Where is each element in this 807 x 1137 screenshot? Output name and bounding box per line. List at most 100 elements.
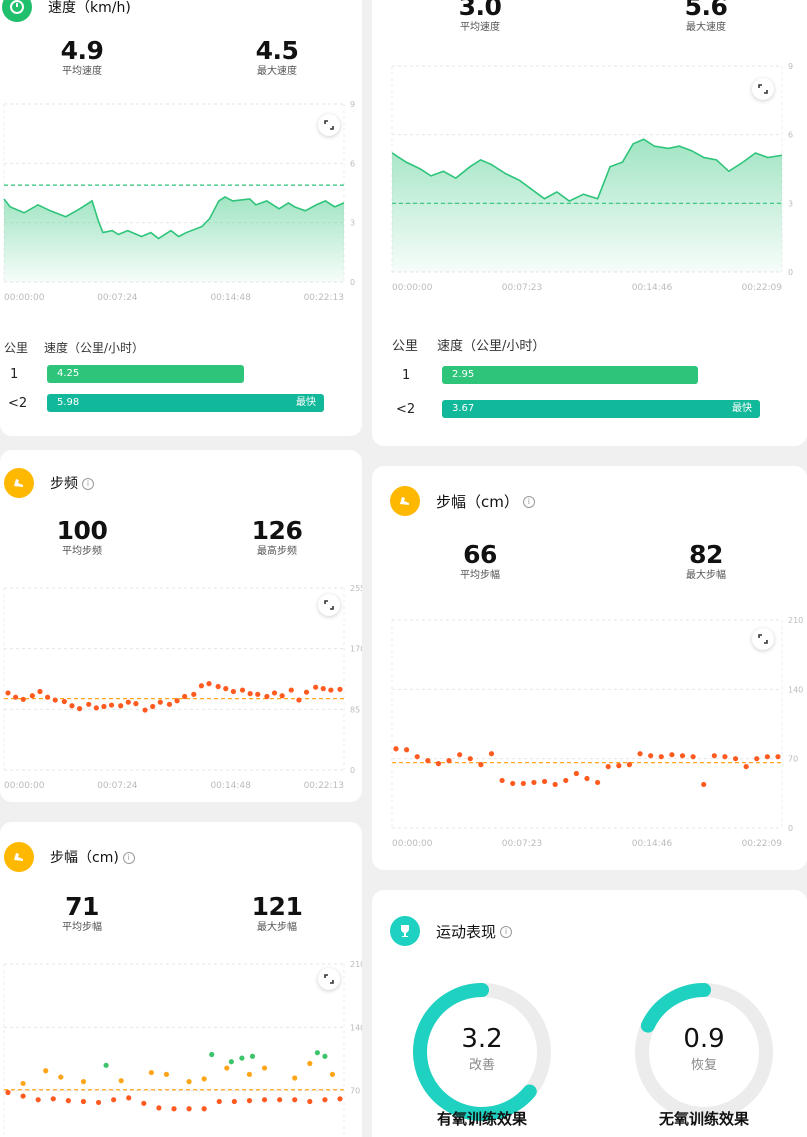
data-point <box>228 1059 234 1065</box>
data-point <box>337 686 343 692</box>
x-tick-label: 00:22:13 <box>304 293 344 303</box>
left-speed-avg-value: 4.9 <box>60 36 104 65</box>
data-point <box>156 1105 162 1111</box>
anaerobic-value: 0.9 <box>683 1024 725 1054</box>
data-point <box>292 1075 298 1081</box>
right-stride-expand-button[interactable] <box>752 628 774 650</box>
data-point <box>279 693 285 699</box>
right-stride-title-text: 步幅（cm） <box>436 492 519 511</box>
data-point <box>201 1076 207 1082</box>
shoe-icon <box>4 842 34 872</box>
data-point <box>142 707 148 713</box>
left-speed-avg: 4.9 平均速度 <box>32 36 132 78</box>
data-point <box>329 1071 336 1077</box>
data-point <box>163 1071 170 1077</box>
x-tick-label: 00:07:23 <box>502 283 542 293</box>
data-point <box>20 1093 26 1099</box>
data-point <box>264 693 270 700</box>
y-tick-label: 0 <box>350 766 355 775</box>
data-point <box>261 1097 268 1103</box>
data-point <box>313 684 319 690</box>
data-point <box>20 696 26 702</box>
right-speed-row-1-bar: 2.95 <box>442 366 698 384</box>
data-point <box>246 1098 253 1104</box>
left-speed-max-value: 4.5 <box>255 36 299 65</box>
expand-icon <box>324 120 334 130</box>
info-icon[interactable]: i <box>522 496 535 508</box>
data-point <box>552 781 558 788</box>
data-point <box>223 686 229 692</box>
data-point <box>510 780 516 787</box>
right-speed-max-label: 最大速度 <box>686 22 726 33</box>
data-point <box>690 754 696 760</box>
data-point <box>404 747 410 753</box>
data-point <box>701 781 707 788</box>
data-point <box>118 1078 124 1084</box>
data-point <box>13 694 19 700</box>
x-tick-label: 00:00:00 <box>392 283 433 293</box>
data-point <box>50 1096 56 1102</box>
info-icon[interactable]: i <box>500 926 513 938</box>
data-point <box>230 688 236 695</box>
left-speed-title: 速度（km/h) <box>48 0 131 16</box>
x-tick-label: 00:07:23 <box>502 839 542 849</box>
data-point <box>224 1065 230 1071</box>
data-point <box>86 701 92 707</box>
data-point <box>722 754 728 760</box>
left-stride-expand-button[interactable] <box>318 968 340 990</box>
y-tick-label: 210 <box>350 960 362 969</box>
anaerobic-ring-text: 0.9 恢复 <box>683 1024 724 1073</box>
data-point <box>209 1051 215 1058</box>
left-cadence-title: 步频 i <box>50 473 94 493</box>
data-point <box>108 702 115 708</box>
right-speed-expand-button[interactable] <box>752 78 774 100</box>
y-tick-label: 170 <box>350 645 362 654</box>
left-cadence-avg-label: 平均步频 <box>62 546 102 557</box>
expand-icon <box>758 634 768 644</box>
aerobic-label: 有氧训练效果 <box>436 1110 527 1128</box>
left-stride-chart: 210 140 70 <box>3 960 362 1137</box>
data-point <box>307 1060 313 1067</box>
data-point <box>616 763 622 769</box>
data-point <box>626 762 633 768</box>
left-cadence-max-value: 126 <box>251 516 303 545</box>
data-point <box>531 779 537 786</box>
right-speed-chart: 9 6 3 0 00:00:00 00:07:23 00:14:46 00:22:09 <box>391 62 793 293</box>
left-speed-col-km: 公里 <box>4 341 29 355</box>
x-tick-label: 00:07:24 <box>97 293 138 303</box>
data-point <box>322 1053 328 1059</box>
left-cadence-title-text: 步频 <box>50 476 78 492</box>
trophy-icon <box>390 916 420 946</box>
left-speed-row-1-value: 4.25 <box>57 368 80 379</box>
data-point <box>743 763 749 770</box>
expand-icon <box>758 84 768 94</box>
left-cadence-expand-button[interactable] <box>318 594 340 616</box>
right-stride-avg: 66 平均步幅 <box>430 540 530 582</box>
left-speed-row-2-bar: 5.98 最快 <box>47 394 324 412</box>
left-speed-avg-label: 平均速度 <box>62 66 102 77</box>
info-icon[interactable]: i <box>122 852 135 864</box>
x-tick-label: 00:00:00 <box>392 839 433 849</box>
data-point <box>157 699 163 705</box>
info-icon[interactable]: i <box>82 478 94 490</box>
y-tick-label: 6 <box>350 159 355 168</box>
shoe-icon <box>4 468 34 498</box>
aerobic-ring-text: 3.2 改善 <box>461 1024 502 1073</box>
data-point <box>103 1062 109 1068</box>
data-point <box>314 1050 320 1056</box>
data-point <box>277 1097 283 1103</box>
speed-line <box>3 196 345 240</box>
left-speed-expand-button[interactable] <box>318 114 340 136</box>
right-speed-max: 5.6 最大速度 <box>656 0 756 34</box>
data-point <box>29 693 35 699</box>
data-point <box>20 1080 26 1087</box>
data-point <box>499 777 505 784</box>
left-stride-avg-label: 平均步幅 <box>62 922 102 933</box>
left-stride-title-text: 步幅（cm) <box>50 850 119 866</box>
data-point <box>261 1065 268 1071</box>
data-point <box>5 1089 11 1096</box>
data-point <box>467 756 473 762</box>
x-tick-label: 00:22:09 <box>742 283 783 293</box>
data-point <box>58 1074 64 1080</box>
